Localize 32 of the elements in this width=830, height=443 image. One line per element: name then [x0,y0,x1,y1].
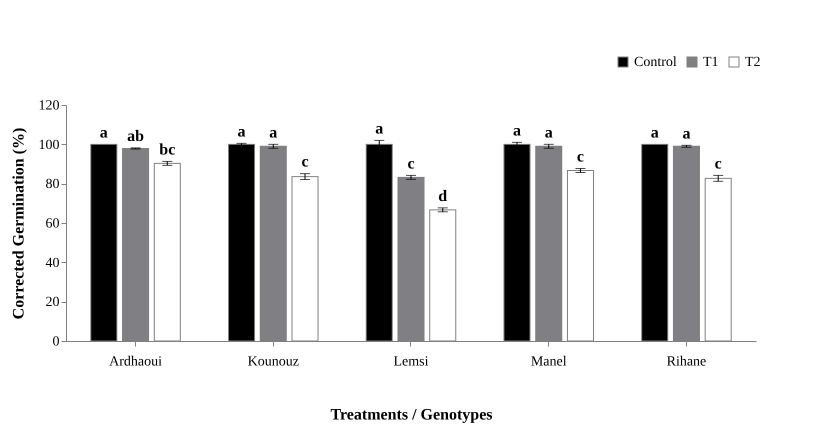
legend-label: Control [634,55,677,70]
y-tick-label: 0 [52,334,60,350]
x-tick-label: Kounouz [248,354,299,370]
legend-label: T2 [745,55,761,70]
data-label: a [269,124,278,142]
data-label: d [438,188,448,205]
data-label: ab [127,128,144,145]
x-tick-label: Manel [530,354,567,370]
y-tick-label: 40 [46,256,60,271]
data-label: c [301,154,309,171]
data-label: c [714,155,722,172]
x-axis-title: Treatments / Genotypes [330,406,493,424]
data-label: a [544,124,553,142]
legend-label: T1 [703,55,719,70]
x-tick-label: Rihane [666,354,706,370]
data-label: a [512,122,521,140]
data-label: a [682,125,690,142]
data-label: a [100,124,108,142]
y-tick-label: 60 [46,216,60,232]
data-label: a [238,123,246,140]
x-tick-label: Ardhaoui [109,354,162,370]
data-label: c [407,155,415,172]
data-label: c [576,148,584,166]
data-label: a [650,124,659,142]
y-tick-label: 20 [46,295,60,310]
y-axis-title: Corrected Germination (%) [10,128,28,320]
y-tick-label: 100 [38,138,60,153]
y-tick-label: 120 [38,98,60,114]
x-tick-label: Lemsi [394,354,429,370]
data-label: bc [159,141,176,158]
y-tick-label: 80 [46,177,60,192]
data-label: a [375,120,384,138]
